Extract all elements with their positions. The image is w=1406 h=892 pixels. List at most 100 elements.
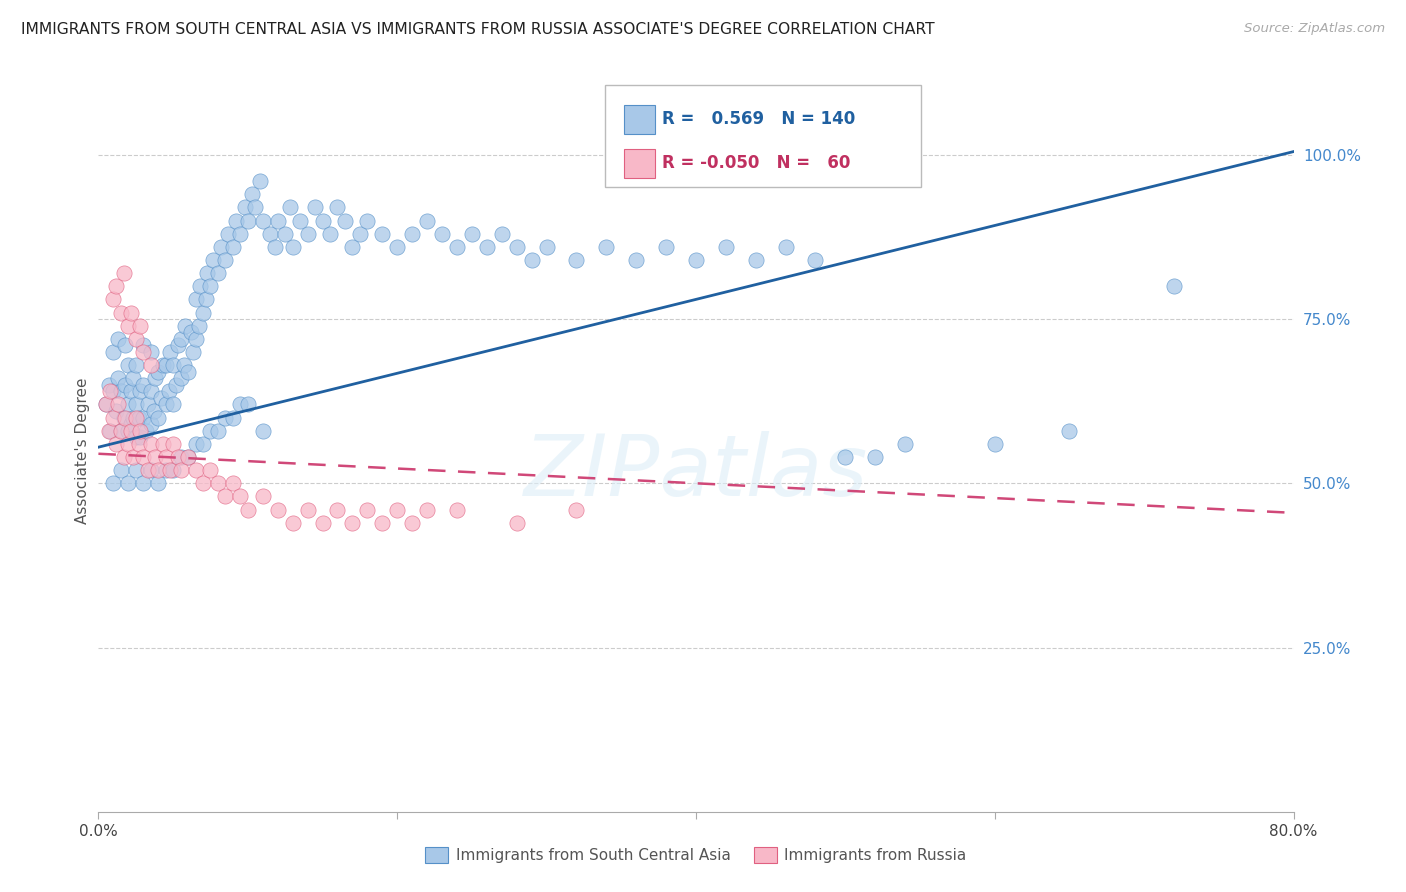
Point <box>125 358 148 372</box>
Point <box>536 240 558 254</box>
Point <box>120 305 142 319</box>
Text: R = -0.050   N =   60: R = -0.050 N = 60 <box>662 154 851 172</box>
Point <box>222 476 245 491</box>
Point <box>117 358 139 372</box>
Point <box>155 358 177 372</box>
Point <box>401 227 423 241</box>
Point <box>506 240 529 254</box>
Point <box>139 463 162 477</box>
Point <box>112 450 135 464</box>
Point <box>155 463 177 477</box>
Point <box>267 213 290 227</box>
Point <box>349 227 371 241</box>
Point <box>520 252 543 267</box>
Point <box>430 227 453 241</box>
Point <box>188 279 211 293</box>
Point <box>197 266 219 280</box>
Point <box>117 318 139 333</box>
Point <box>162 437 184 451</box>
Point <box>475 240 498 254</box>
Point <box>132 345 155 359</box>
Point <box>128 437 150 451</box>
Point <box>319 227 342 241</box>
Point <box>181 345 204 359</box>
Point <box>139 345 162 359</box>
Point <box>112 266 135 280</box>
Point <box>1163 279 1185 293</box>
Point <box>142 404 165 418</box>
Point <box>252 490 274 504</box>
Point <box>125 410 148 425</box>
Point <box>110 463 132 477</box>
Point <box>132 450 155 464</box>
Point <box>162 397 184 411</box>
Point <box>278 201 301 215</box>
Point <box>139 384 162 399</box>
Point <box>105 279 128 293</box>
Point <box>184 293 207 307</box>
Point <box>157 384 180 399</box>
Point <box>1059 424 1081 438</box>
Point <box>139 358 162 372</box>
Point <box>114 338 136 352</box>
Point <box>281 516 304 530</box>
Point <box>120 417 142 432</box>
Point <box>214 490 236 504</box>
Point <box>184 332 207 346</box>
Point <box>177 365 200 379</box>
Point <box>166 338 188 352</box>
Point <box>229 397 252 411</box>
Point <box>139 437 162 451</box>
Point <box>200 463 222 477</box>
Point <box>120 384 142 399</box>
Point <box>222 410 245 425</box>
Point <box>834 450 856 464</box>
Point <box>136 397 159 411</box>
Point <box>865 450 887 464</box>
Point <box>150 391 173 405</box>
Point <box>107 397 129 411</box>
Point <box>342 516 364 530</box>
Point <box>491 227 513 241</box>
Point <box>136 463 159 477</box>
Point <box>385 502 409 516</box>
Point <box>114 410 136 425</box>
Point <box>804 252 827 267</box>
Point <box>125 332 148 346</box>
Point <box>236 502 259 516</box>
Point <box>155 397 177 411</box>
Point <box>94 397 117 411</box>
Point <box>148 410 170 425</box>
Point <box>187 318 209 333</box>
Point <box>121 410 143 425</box>
Point <box>200 279 222 293</box>
Point <box>446 502 468 516</box>
Point <box>174 318 197 333</box>
Point <box>416 502 439 516</box>
Point <box>129 430 152 444</box>
Point <box>217 227 239 241</box>
Point <box>225 213 247 227</box>
Point <box>745 252 768 267</box>
Point <box>714 240 737 254</box>
Point <box>132 377 155 392</box>
Y-axis label: Associate's Degree: Associate's Degree <box>75 377 90 524</box>
Point <box>775 240 797 254</box>
Point <box>132 476 155 491</box>
Point <box>97 377 120 392</box>
Point <box>125 463 148 477</box>
Text: R =   0.569   N = 140: R = 0.569 N = 140 <box>662 111 855 128</box>
Point <box>94 397 117 411</box>
Point <box>191 305 214 319</box>
Point <box>110 424 132 438</box>
Point <box>159 463 181 477</box>
Point <box>342 240 364 254</box>
Point <box>356 213 378 227</box>
Point <box>461 227 484 241</box>
Point <box>120 424 142 438</box>
Point <box>214 410 236 425</box>
Point <box>252 213 274 227</box>
Point <box>191 437 214 451</box>
Point <box>132 338 155 352</box>
Point <box>117 397 139 411</box>
